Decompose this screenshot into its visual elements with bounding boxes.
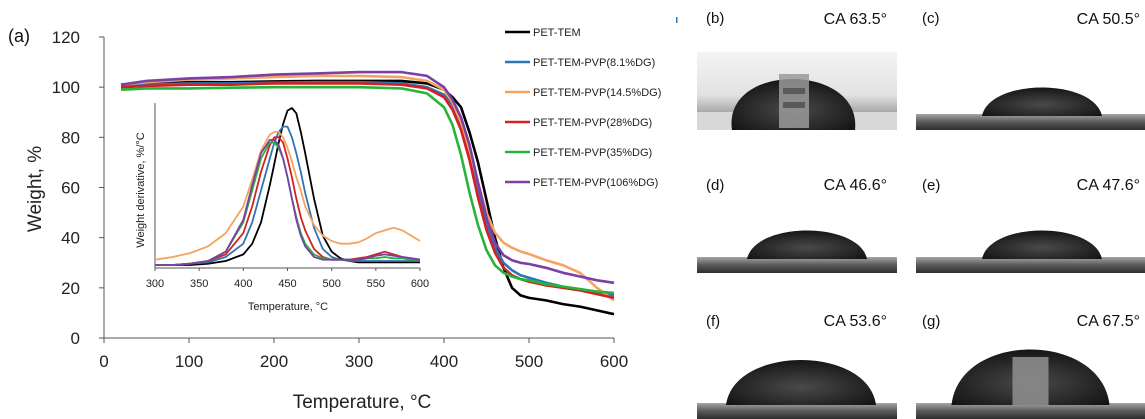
substrate — [697, 257, 897, 273]
inset-x-tick-label: 600 — [411, 278, 429, 290]
droplet-photo — [697, 52, 897, 130]
inset-tick-labels: 300 350 400 450 500 550 600 — [146, 278, 429, 290]
substrate — [916, 403, 1145, 419]
inset-x-tick-label: 450 — [278, 278, 296, 290]
inset-x-axis-label: Temperature, °C — [248, 301, 328, 313]
panel-label: (d) — [706, 177, 724, 194]
main-x-tick-label: 0 — [99, 352, 108, 371]
main-x-tick-label: 500 — [515, 352, 543, 371]
contact-angle-panel: (f) CA 53.6° — [697, 313, 897, 419]
inset-x-tick-label: 350 — [190, 278, 208, 290]
inset-x-tick-label: 500 — [322, 278, 340, 290]
main-x-tick-label: 600 — [600, 352, 628, 371]
contact-angle-panel: (e) CA 47.6° — [916, 177, 1145, 273]
inset-background — [138, 100, 430, 318]
dtg-inset-chart: 300 350 400 450 500 550 600 Temperature, °C We… — [135, 100, 430, 318]
main-y-axis-label: Weight, % — [25, 146, 46, 232]
legend-label: PET-TEM-PVP(35%DG) — [533, 147, 652, 159]
droplet-photo — [697, 195, 897, 273]
inset-x-tick-label: 300 — [146, 278, 164, 290]
droplet-shape — [981, 87, 1102, 116]
droplet-photo — [697, 333, 897, 419]
inset-series-line — [155, 107, 420, 266]
panel-label: (c) — [922, 10, 940, 27]
droplet-photo — [916, 333, 1145, 419]
panel-label: (e) — [922, 177, 940, 194]
droplet-photo — [916, 195, 1145, 273]
contact-angle-value: CA 53.6° — [824, 313, 887, 330]
inset-series-line — [155, 136, 421, 266]
contact-angle-value: CA 46.6° — [824, 177, 887, 194]
inset-x-tick-label: 400 — [234, 278, 252, 290]
main-y-tick-label: 60 — [61, 179, 80, 198]
contact-angle-panel: (b) CA 63.5° — [697, 10, 897, 130]
inset-axes — [138, 100, 430, 318]
contact-angle-panel: (d) CA 46.6° — [697, 177, 897, 273]
panel-label: (f) — [706, 313, 720, 330]
main-axes — [99, 36, 615, 343]
contact-angle-panels: (b) CA 63.5° (c) CA 50.5° (d) CA 46.6° (e) CA 4… — [697, 10, 1145, 419]
main-x-tick-label: 200 — [260, 352, 288, 371]
main-x-tick-label: 100 — [175, 352, 203, 371]
inset-series-line — [155, 138, 421, 266]
inset-series-lines — [154, 107, 421, 266]
substrate — [916, 257, 1145, 273]
panel-label: (g) — [922, 313, 940, 330]
inset-series-line — [154, 130, 421, 261]
substrate — [697, 403, 897, 419]
main-y-tick-label: 100 — [52, 78, 80, 97]
legend-label: PET-TEM-PVP(106%DG) — [533, 177, 658, 189]
main-y-tick-label: 120 — [52, 28, 80, 47]
legend-label: PET-TEM-PVP(8.1%DG) — [533, 57, 655, 69]
main-series-line — [120, 85, 615, 295]
tga-main-chart: 0 100 200 300 400 500 600 0 20 40 60 80 100 120 Tempe… — [25, 27, 661, 413]
panel-label: (b) — [706, 10, 724, 27]
panel-a-label: (a) — [8, 26, 30, 46]
legend-label: PET-TEM-PVP(14.5%DG) — [533, 87, 661, 99]
contact-angle-value: CA 50.5° — [1077, 11, 1140, 28]
contact-angle-panel: (g) CA 67.5° — [916, 313, 1145, 419]
main-y-tick-label: 20 — [61, 279, 80, 298]
contact-angle-panel: (c) CA 50.5° — [916, 10, 1145, 130]
contact-angle-value: CA 47.6° — [1077, 177, 1140, 194]
main-series-lines — [120, 70, 615, 316]
inset-series-line — [155, 125, 420, 266]
main-series-line — [120, 70, 615, 285]
legend-label: PET-TEM — [533, 27, 581, 39]
legend-label: PET-TEM-PVP(28%DG) — [533, 117, 652, 129]
substrate — [916, 114, 1145, 130]
chart-legend: PET-TEM PET-TEM-PVP(8.1%DG) PET-TEM-PVP(14… — [505, 27, 661, 189]
main-y-tick-label: 40 — [61, 229, 80, 248]
main-y-tick-label: 0 — [71, 329, 80, 348]
main-y-tick-label: 80 — [61, 128, 80, 147]
droplet-shape — [747, 230, 867, 259]
inset-y-axis-label: Weight derivative, %/°C — [135, 132, 147, 248]
main-x-axis-label: Temperature, °C — [293, 392, 432, 413]
contact-angle-value: CA 63.5° — [824, 11, 887, 28]
main-x-tick-label: 400 — [430, 352, 458, 371]
droplet-photo — [916, 52, 1145, 130]
droplet-shape — [981, 230, 1102, 259]
inset-x-tick-label: 550 — [367, 278, 385, 290]
main-x-tick-label: 300 — [345, 352, 373, 371]
contact-angle-value: CA 67.5° — [1077, 313, 1140, 330]
stray-mark — [676, 17, 678, 23]
main-tick-labels: 0 100 200 300 400 500 600 0 20 40 60 80 100 120 — [52, 28, 629, 371]
droplet-shape — [726, 360, 876, 405]
